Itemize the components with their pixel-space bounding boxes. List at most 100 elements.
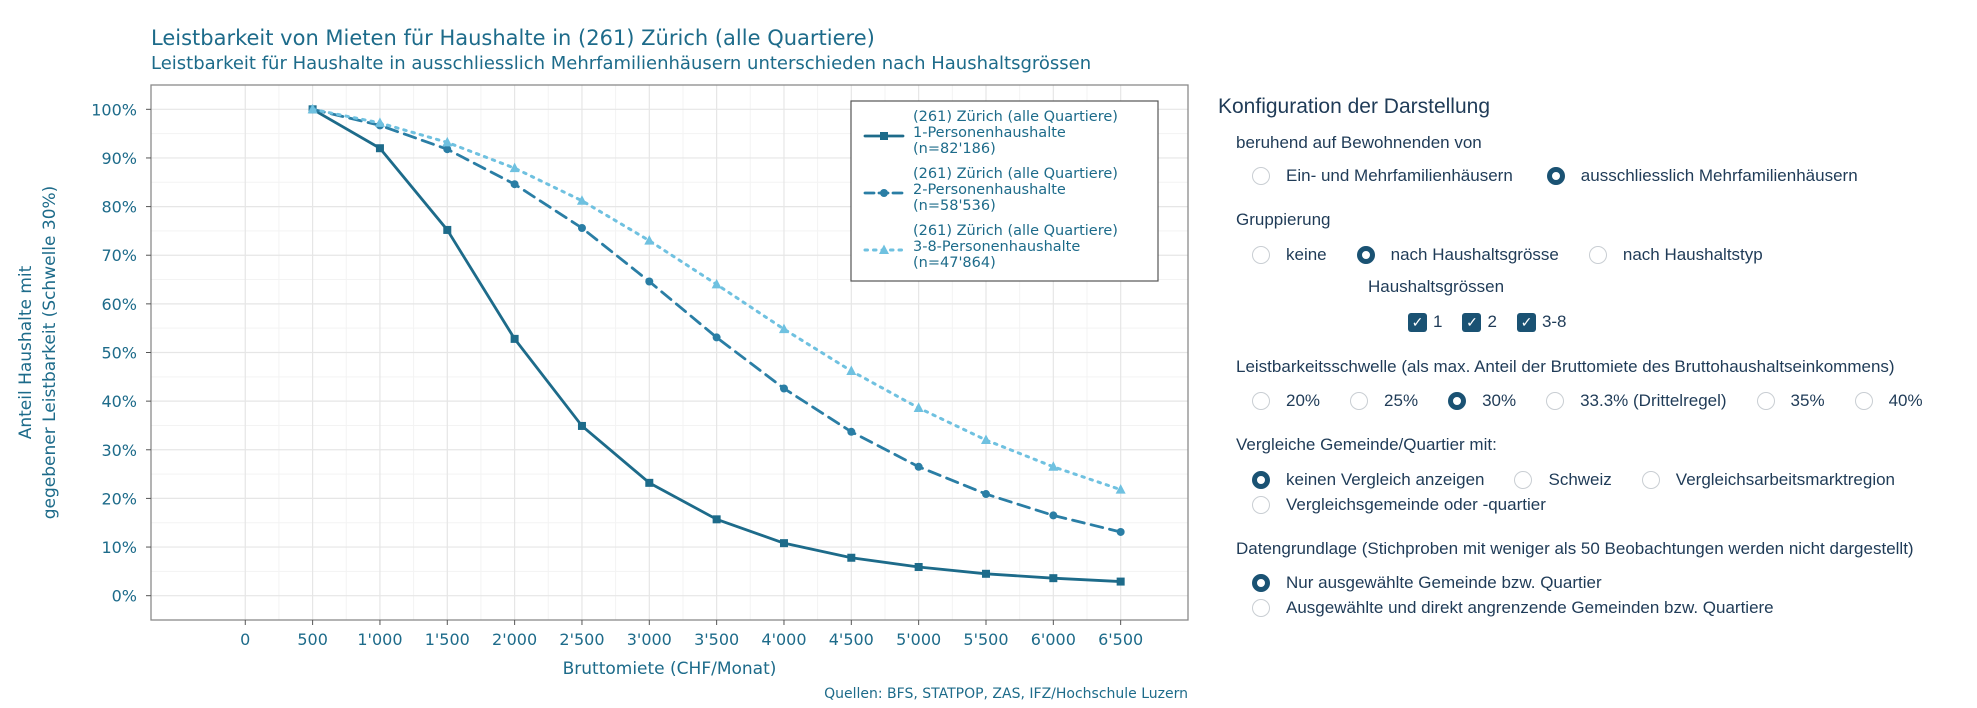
radio-circle[interactable] <box>1252 392 1270 410</box>
y-tick-label: 30% <box>101 441 137 460</box>
data-point-series-3 <box>913 402 924 412</box>
check-icon[interactable]: ✓ <box>1462 312 1482 332</box>
grouping-option-typ[interactable]: nach Haushaltstyp <box>1588 245 1763 265</box>
threshold-option-25[interactable]: 25% <box>1350 391 1418 411</box>
data-point-series-2 <box>645 277 654 286</box>
size-checkbox-2[interactable]: ✓ 2 <box>1462 312 1497 332</box>
x-tick-label: 2'500 <box>559 630 604 649</box>
grouping-option-keine[interactable]: keine <box>1252 245 1327 265</box>
radio-circle[interactable] <box>1546 392 1565 410</box>
y-tick-label: 20% <box>101 489 137 508</box>
x-tick-label: 4'000 <box>761 630 806 649</box>
threshold-option-33[interactable]: 33.3% (Drittelregel) <box>1546 391 1727 411</box>
radio-circle-selected[interactable] <box>1546 167 1565 185</box>
basis-option-mehr[interactable]: ausschliesslich Mehrfamilienhäusern <box>1546 166 1858 186</box>
compare-option-gemeinde[interactable]: Vergleichsgemeinde oder -quartier <box>1252 495 1546 515</box>
option-label: ausschliesslich Mehrfamilienhäusern <box>1580 166 1858 185</box>
grouping-option-groesse[interactable]: nach Haushaltsgrösse <box>1356 245 1559 265</box>
data-point-series-3 <box>442 136 453 147</box>
data-basis-label: Datengrundlage (Stichproben mit weniger … <box>1236 539 1914 558</box>
data-point-series-3 <box>374 117 385 127</box>
data-point-series-2 <box>779 384 788 393</box>
radio-circle[interactable] <box>1252 167 1270 185</box>
x-tick-label: 6'500 <box>1098 630 1143 649</box>
radio-circle[interactable] <box>1350 392 1369 410</box>
x-tick-label: 0 <box>240 630 250 649</box>
y-axis-label-line1: Anteil Haushalte mit <box>16 265 36 439</box>
compare-option-schweiz[interactable]: Schweiz <box>1514 470 1612 490</box>
x-tick-label: 5'000 <box>896 630 941 649</box>
data-point-series-1 <box>443 225 452 234</box>
chart-title: Leistbarkeit von Mieten für Haushalte in… <box>151 26 875 50</box>
threshold-option-30[interactable]: 30% <box>1448 391 1516 411</box>
legend-key-marker-1 <box>880 132 888 140</box>
x-tick-label: 3'500 <box>694 630 739 649</box>
option-label: 40% <box>1888 391 1923 410</box>
data-basis-option-adjacent[interactable]: Ausgewählte und direkt angrenzende Gemei… <box>1252 598 1774 618</box>
y-axis-label-line2: gegebener Leistbarkeit (Schwelle 30%) <box>40 186 60 520</box>
radio-circle[interactable] <box>1252 496 1270 514</box>
data-point-series-3 <box>711 278 722 289</box>
option-label: 35% <box>1790 391 1825 410</box>
option-label: Nur ausgewählte Gemeinde bzw. Quartier <box>1286 573 1602 592</box>
compare-option-none[interactable]: keinen Vergleich anzeigen <box>1252 470 1484 490</box>
radio-circle[interactable] <box>1514 471 1533 489</box>
compare-option-region[interactable]: Vergleichsarbeitsmarktregion <box>1641 470 1895 490</box>
checkbox-label: 2 <box>1487 312 1497 331</box>
basis-option-ein-mehr[interactable]: Ein- und Mehrfamilienhäusern <box>1252 166 1513 186</box>
data-point-series-3 <box>1048 461 1059 471</box>
data-point-series-1 <box>375 144 384 153</box>
radio-circle-selected[interactable] <box>1252 574 1270 592</box>
data-point-series-2 <box>443 145 452 154</box>
data-basis-option-only[interactable]: Nur ausgewählte Gemeinde bzw. Quartier <box>1252 573 1602 593</box>
data-point-series-1 <box>1116 577 1125 586</box>
option-label: Schweiz <box>1548 470 1612 489</box>
x-tick-label: 2'000 <box>492 630 537 649</box>
radio-circle[interactable] <box>1641 471 1660 489</box>
compare-radio-group-2: Vergleichsgemeinde oder -quartier <box>1252 495 1576 515</box>
data-point-series-3 <box>307 103 318 114</box>
data-point-series-1 <box>981 569 990 578</box>
radio-circle[interactable] <box>1756 392 1775 410</box>
data-point-series-2 <box>847 427 856 436</box>
size-checkbox-3-8[interactable]: ✓ 3-8 <box>1516 312 1567 332</box>
x-tick-label: 6'000 <box>1031 630 1076 649</box>
chart-subtitle: Leistbarkeit für Haushalte in ausschlies… <box>151 53 1092 74</box>
data-point-series-1 <box>645 478 654 487</box>
config-title: Konfiguration der Darstellung <box>1218 95 1490 118</box>
compare-label: Vergleiche Gemeinde/Quartier mit: <box>1236 435 1497 454</box>
radio-circle-selected[interactable] <box>1448 392 1467 410</box>
data-point-series-2 <box>712 333 721 342</box>
radio-circle[interactable] <box>1252 246 1270 264</box>
data-point-series-2 <box>577 223 586 232</box>
data-point-series-2 <box>981 490 990 499</box>
y-tick-label: 40% <box>101 392 137 411</box>
check-icon[interactable]: ✓ <box>1516 312 1536 332</box>
data-point-series-1 <box>847 553 856 562</box>
threshold-option-35[interactable]: 35% <box>1756 391 1825 411</box>
y-tick-label: 100% <box>91 100 137 119</box>
threshold-label: Leistbarkeitsschwelle (als max. Anteil d… <box>1236 357 1895 376</box>
radio-circle-selected[interactable] <box>1252 471 1270 489</box>
y-tick-label: 90% <box>101 149 137 168</box>
check-icon[interactable]: ✓ <box>1408 312 1427 332</box>
data-point-series-1 <box>577 421 586 430</box>
data-basis-radio-group-2: Ausgewählte und direkt angrenzende Gemei… <box>1252 598 1804 618</box>
data-point-series-2 <box>1049 511 1058 520</box>
legend-entry-text: 1-Personenhaushalte <box>913 125 1066 141</box>
threshold-option-40[interactable]: 40% <box>1854 391 1923 411</box>
threshold-radio-group: 20% 25% 30% 33.3% (Drittelregel) 35% 40% <box>1252 391 1923 411</box>
radio-circle[interactable] <box>1588 246 1607 264</box>
radio-circle[interactable] <box>1252 599 1270 617</box>
size-checkbox-1[interactable]: ✓ 1 <box>1408 312 1442 332</box>
option-label: Vergleichsgemeinde oder -quartier <box>1286 495 1546 514</box>
data-point-series-1 <box>914 562 923 571</box>
x-axis-label: Bruttomiete (CHF/Monat) <box>563 659 777 679</box>
radio-circle[interactable] <box>1854 392 1873 410</box>
radio-circle-selected[interactable] <box>1356 246 1375 264</box>
legend-key-marker-3 <box>879 244 889 254</box>
threshold-option-20[interactable]: 20% <box>1252 391 1320 411</box>
y-tick-label: 50% <box>101 344 137 363</box>
option-label: 25% <box>1384 391 1419 410</box>
checkbox-label: 3-8 <box>1541 312 1567 331</box>
